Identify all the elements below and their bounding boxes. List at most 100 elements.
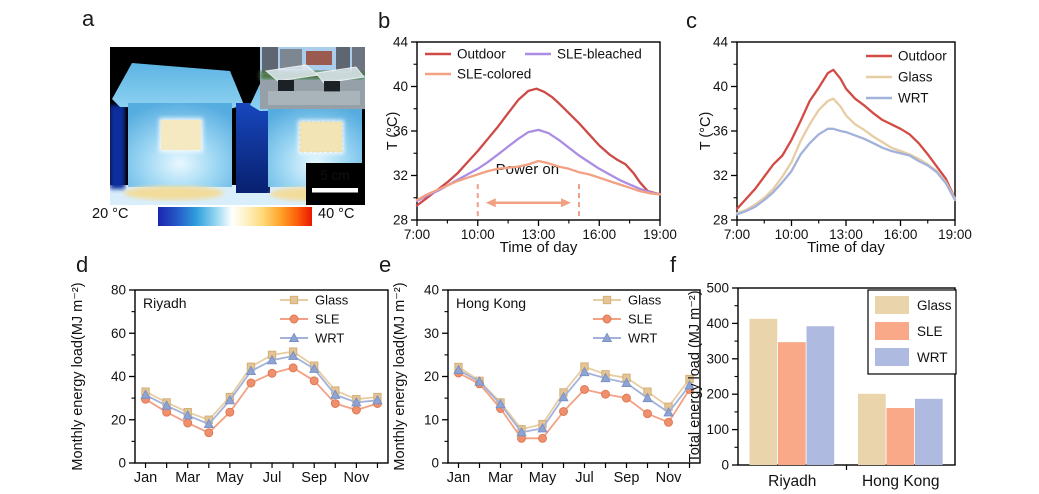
x-axis-label: Time of day xyxy=(500,239,578,256)
category-label: Hong Kong xyxy=(862,473,940,490)
x-tick-label: Mar xyxy=(488,470,513,486)
legend-label-SLE: SLE xyxy=(628,312,653,327)
y-tick-label: 32 xyxy=(713,168,728,183)
series-Outdoor xyxy=(415,87,662,207)
y-tick-label: 80 xyxy=(111,283,126,298)
legend-label-SLE: SLE xyxy=(315,312,340,327)
chart-title: Hong Kong xyxy=(456,295,526,311)
y-tick-label: 60 xyxy=(111,326,126,341)
chart-f: 0 100 200 300 400 500 Riyadh Hong Kong Total ene… xyxy=(687,281,957,490)
bars-SLE xyxy=(778,342,915,465)
chart-title: Riyadh xyxy=(143,295,187,311)
legend-label-Glass: Glass xyxy=(628,293,662,308)
y-tick-label: 40 xyxy=(424,283,439,298)
scale-bar-label: 5 cm xyxy=(320,168,349,183)
x-tick-label: Jul xyxy=(263,470,282,486)
legend: Glass SLE WRT xyxy=(867,289,957,375)
thermal-image: 5 cm xyxy=(110,47,365,205)
legend-label-Outdoor: Outdoor xyxy=(457,47,506,62)
y-tick-label: 36 xyxy=(393,124,408,139)
x-tick-label: Jan xyxy=(447,470,470,486)
bar-WRT-Hong Kong xyxy=(915,398,943,465)
axes: 0 20 40 60 80 Jan Mar May Jul Sep Nov Monthly energ… xyxy=(70,282,389,486)
axes: 28 32 36 40 44 7:00 10:00 13:00 16:00 19:00 Time o… xyxy=(385,35,677,257)
y-tick-label: 400 xyxy=(706,316,729,331)
panel-label-a: a xyxy=(82,6,95,31)
x-tick-label: Jul xyxy=(575,470,594,486)
y-tick-label: 100 xyxy=(706,422,729,437)
x-tick-label: 16:00 xyxy=(884,227,918,242)
legend: Glass SLE WRT xyxy=(593,293,662,346)
y-tick-label: 0 xyxy=(431,456,439,471)
chart-c: 28 32 36 40 44 7:00 10:00 13:00 16:00 19:00 Time o… xyxy=(698,35,972,257)
x-tick-label: 13:00 xyxy=(829,227,863,242)
y-axis-label: T (°C) xyxy=(698,112,714,151)
legend-label-Outdoor: Outdoor xyxy=(898,49,947,64)
bar-SLE-Hong Kong xyxy=(886,408,915,465)
y-tick-label: 36 xyxy=(713,124,728,139)
panel-label-e: e xyxy=(379,252,392,277)
y-tick-label: 28 xyxy=(713,213,728,228)
legend-label-Glass: Glass xyxy=(898,70,933,85)
legend: Outdoor Glass WRT xyxy=(866,49,947,106)
colorbar-gradient xyxy=(158,207,312,226)
y-tick-label: 20 xyxy=(111,412,126,427)
x-tick-label: 7:00 xyxy=(404,227,430,242)
y-axis-label: Monthly energy load(MJ m⁻²) xyxy=(70,282,86,470)
legend-label-WRT: WRT xyxy=(315,331,344,346)
colorbar-min-label: 20 °C xyxy=(92,206,129,222)
y-tick-label: 40 xyxy=(713,79,728,94)
thermal-window-right xyxy=(300,122,342,152)
y-tick-label: 300 xyxy=(706,351,729,366)
bars-WRT xyxy=(806,326,943,465)
legend: Outdoor SLE-bleached SLE-colored xyxy=(425,47,642,82)
x-tick-label: Sep xyxy=(614,470,640,486)
legend-label-SLE-colored: SLE-colored xyxy=(457,67,531,82)
y-tick-label: 30 xyxy=(424,326,439,341)
thermal-window-left xyxy=(161,120,201,150)
series-Outdoor xyxy=(735,68,957,211)
category-label: Riyadh xyxy=(768,473,816,490)
series-Glass xyxy=(735,97,957,215)
thermal-pillar xyxy=(236,103,270,193)
x-tick-label: Sep xyxy=(301,470,327,486)
y-tick-label: 44 xyxy=(393,35,409,50)
bar-WRT-Riyadh xyxy=(806,326,835,465)
legend-label-Glass: Glass xyxy=(917,298,952,313)
x-tick-label: 19:00 xyxy=(938,227,972,242)
power-on-label: Power on xyxy=(496,161,559,178)
thermal-house-left xyxy=(112,63,244,187)
y-axis-label: Total energy load (MJ m⁻²) xyxy=(687,290,703,462)
legend-label-WRT: WRT xyxy=(898,91,929,106)
scale-bar: 5 cm xyxy=(306,163,365,205)
bar-SLE-Riyadh xyxy=(778,342,806,465)
x-tick-label: 7:00 xyxy=(724,227,750,242)
panel-label-c: c xyxy=(686,8,697,33)
panel-label-d: d xyxy=(76,252,89,277)
panel-label-f: f xyxy=(670,252,677,277)
y-axis-label: T (°C) xyxy=(385,112,401,151)
y-tick-label: 0 xyxy=(721,458,729,473)
axes: 0 10 20 30 40 Jan Mar May Jul Sep Nov Monthly energ… xyxy=(392,282,701,486)
x-tick-label: 13:00 xyxy=(522,227,556,242)
legend-label-SLE-bleached: SLE-bleached xyxy=(557,47,642,62)
legend-label-WRT: WRT xyxy=(628,331,657,346)
x-tick-label: May xyxy=(216,470,244,486)
y-tick-label: 44 xyxy=(713,35,729,50)
x-tick-label: Jan xyxy=(134,470,157,486)
series-SLE-colored xyxy=(415,159,662,202)
legend: Glass SLE WRT xyxy=(280,293,349,346)
series-WRT xyxy=(140,350,383,429)
series-WRT xyxy=(735,127,957,216)
axes: 0 100 200 300 400 500 Riyadh Hong Kong Total ene… xyxy=(687,281,956,490)
y-tick-label: 500 xyxy=(706,281,729,296)
y-tick-label: 10 xyxy=(424,412,439,427)
series-Glass xyxy=(141,347,382,424)
x-tick-label: 10:00 xyxy=(461,227,495,242)
x-tick-label: Nov xyxy=(343,470,370,486)
chart-e: 0 10 20 30 40 Jan Mar May Jul Sep Nov Monthly energ… xyxy=(392,282,701,486)
chart-b: 28 32 36 40 44 7:00 10:00 13:00 16:00 19:00 Time o… xyxy=(385,35,677,257)
y-tick-label: 40 xyxy=(393,79,408,94)
y-axis-label: Monthly energy load(MJ m⁻²) xyxy=(392,282,408,470)
x-tick-label: Nov xyxy=(656,470,683,486)
